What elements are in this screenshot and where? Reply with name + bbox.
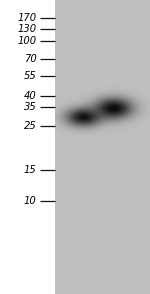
Text: 170: 170 xyxy=(18,13,37,23)
Text: 35: 35 xyxy=(24,102,37,112)
Bar xyxy=(0,0,55,294)
Text: 15: 15 xyxy=(24,165,37,175)
Text: 100: 100 xyxy=(18,36,37,46)
Text: 70: 70 xyxy=(24,54,37,64)
Text: 10: 10 xyxy=(24,196,37,206)
Text: 55: 55 xyxy=(24,71,37,81)
Text: 130: 130 xyxy=(18,24,37,34)
Text: 40: 40 xyxy=(24,91,37,101)
Text: 25: 25 xyxy=(24,121,37,131)
Bar xyxy=(55,0,150,294)
